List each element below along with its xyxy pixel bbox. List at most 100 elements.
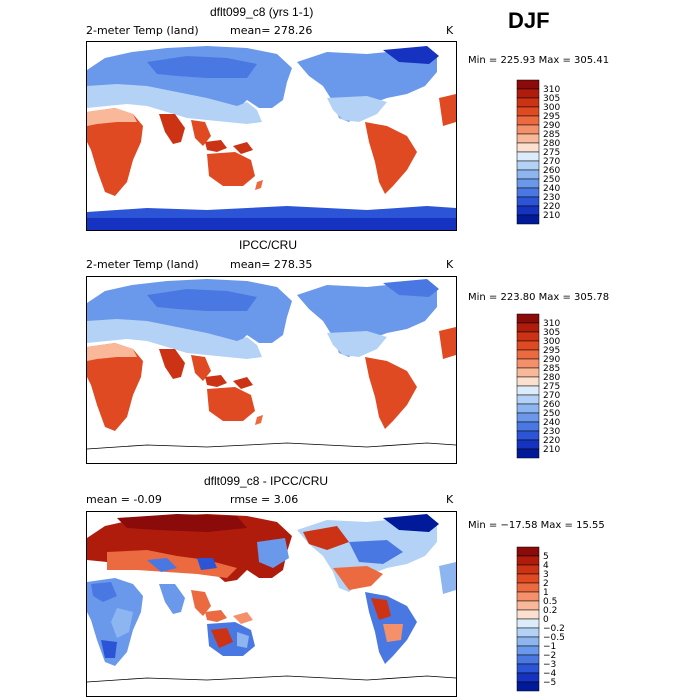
- colorbar-tick-label: 305: [543, 328, 560, 338]
- colorbar-tick-label: 240: [543, 184, 560, 194]
- colorbar-swatch: [516, 106, 540, 117]
- panel-1-mean: mean= 278.26: [230, 24, 313, 37]
- colorbar-tick-label: 285: [543, 130, 560, 140]
- colorbar-tick-label: 220: [543, 202, 560, 212]
- panel-2-variable-label: 2-meter Temp (land): [86, 258, 199, 271]
- south-america-landmass: [365, 357, 417, 429]
- colorbar-swatch: [516, 546, 540, 557]
- colorbar-swatch: [516, 573, 540, 584]
- panel-2-mean: mean= 278.35: [230, 258, 313, 271]
- panel-1-minmax: Min = 225.93 Max = 305.41: [468, 55, 610, 66]
- australia-landmass: [207, 387, 255, 421]
- colorbar-tick-label: 260: [543, 166, 560, 176]
- colorbar-tick-label: 250: [543, 409, 560, 419]
- colorbar-tick-label: 285: [543, 364, 560, 374]
- africa-landmass: [87, 343, 143, 431]
- colorbar-tick-label: 300: [543, 103, 560, 113]
- colorbar-tick-label: 250: [543, 175, 560, 185]
- colorbar-tick-label: 290: [543, 355, 560, 365]
- colorbar-swatch: [516, 609, 540, 620]
- colorbar-tick-label: 295: [543, 112, 560, 122]
- colorbar-swatch: [516, 358, 540, 369]
- panel-2-map: [86, 276, 457, 464]
- colorbar-swatch: [516, 214, 540, 225]
- colorbar-tick-label: −1: [543, 642, 556, 652]
- colorbar-tick-label: 280: [543, 373, 560, 383]
- panel-3-title: dflt099_c8 - IPCC/CRU: [204, 474, 329, 488]
- colorbar-tick-label: 310: [543, 319, 560, 329]
- colorbar-swatch: [516, 169, 540, 180]
- colorbar-tick-label: 275: [543, 382, 560, 392]
- colorbar-swatch: [516, 600, 540, 611]
- antarctica-outline: [87, 675, 456, 683]
- colorbar-tick-label: 220: [543, 436, 560, 446]
- panel-1-variable-label: 2-meter Temp (land): [86, 24, 199, 37]
- colorbar-swatch: [516, 340, 540, 351]
- panel-3-rmse: rmse = 3.06: [230, 493, 299, 506]
- colorbar-tick-label: 290: [543, 121, 560, 131]
- colorbar-swatch: [516, 349, 540, 360]
- colorbar-swatch: [516, 448, 540, 459]
- africa-landmass: [87, 108, 143, 196]
- colorbar-tick-label: −5: [543, 678, 556, 688]
- colorbar-swatch: [516, 196, 540, 207]
- panel-3-unit: K: [446, 493, 454, 506]
- panel-1-colorbar: 3103053002952902852802752702602502402302…: [516, 79, 560, 225]
- colorbar-swatch: [516, 331, 540, 342]
- colorbar-swatch: [516, 367, 540, 378]
- colorbar-swatch: [516, 555, 540, 566]
- colorbar-swatch: [516, 591, 540, 602]
- colorbar-swatch: [516, 187, 540, 198]
- colorbar-swatch: [516, 205, 540, 216]
- colorbar-swatch: [516, 79, 540, 90]
- colorbar-swatch: [516, 88, 540, 99]
- south-america-landmass: [365, 122, 417, 194]
- colorbar-swatch: [516, 133, 540, 144]
- colorbar-swatch: [516, 654, 540, 665]
- colorbar-swatch: [516, 421, 540, 432]
- colorbar-tick-label: 210: [543, 445, 560, 455]
- colorbar-tick-label: 2: [543, 579, 549, 589]
- colorbar-tick-label: 1: [543, 588, 549, 598]
- colorbar-swatch: [516, 430, 540, 441]
- south-asia-landmass: [159, 349, 185, 379]
- colorbar-swatch: [516, 564, 540, 575]
- colorbar-swatch: [516, 645, 540, 656]
- colorbar-swatch: [516, 178, 540, 189]
- panel-3-minmax: Min = −17.58 Max = 15.55: [468, 520, 605, 531]
- colorbar-swatch: [516, 115, 540, 126]
- colorbar-tick-label: 0.5: [543, 597, 557, 607]
- colorbar-tick-label: 280: [543, 139, 560, 149]
- panel-3-mean: mean = -0.09: [86, 493, 162, 506]
- colorbar-tick-label: 270: [543, 157, 560, 167]
- panel-2-colorbar: 3103053002952902852802752702602502402302…: [516, 313, 560, 459]
- panel-2-minmax: Min = 223.80 Max = 305.78: [468, 292, 610, 303]
- colorbar-tick-label: 230: [543, 427, 560, 437]
- colorbar-swatch: [516, 142, 540, 153]
- colorbar-tick-label: −4: [543, 669, 557, 679]
- colorbar-tick-label: −0.5: [543, 633, 565, 643]
- colorbar-tick-label: 230: [543, 193, 560, 203]
- colorbar-swatch: [516, 385, 540, 396]
- colorbar-tick-label: −2: [543, 651, 556, 661]
- panel-1-map: [86, 41, 457, 231]
- colorbar-tick-label: −0.2: [543, 624, 565, 634]
- south-asia-landmass: [159, 114, 185, 144]
- colorbar-swatch: [516, 403, 540, 414]
- colorbar-tick-label: 310: [543, 85, 560, 95]
- colorbar-tick-label: 5: [543, 552, 549, 562]
- panel-2-unit: K: [446, 258, 454, 271]
- panel-1-title: dflt099_c8 (yrs 1-1): [210, 5, 314, 19]
- colorbar-swatch: [516, 618, 540, 629]
- colorbar-tick-label: 240: [543, 418, 560, 428]
- colorbar-swatch: [516, 322, 540, 333]
- season-label: DJF: [508, 8, 550, 33]
- colorbar-swatch: [516, 582, 540, 593]
- colorbar-swatch: [516, 124, 540, 135]
- colorbar-tick-label: 295: [543, 346, 560, 356]
- colorbar-swatch: [516, 439, 540, 450]
- panel-1-unit: K: [446, 24, 454, 37]
- colorbar-swatch: [516, 672, 540, 683]
- colorbar-tick-label: 210: [543, 211, 560, 221]
